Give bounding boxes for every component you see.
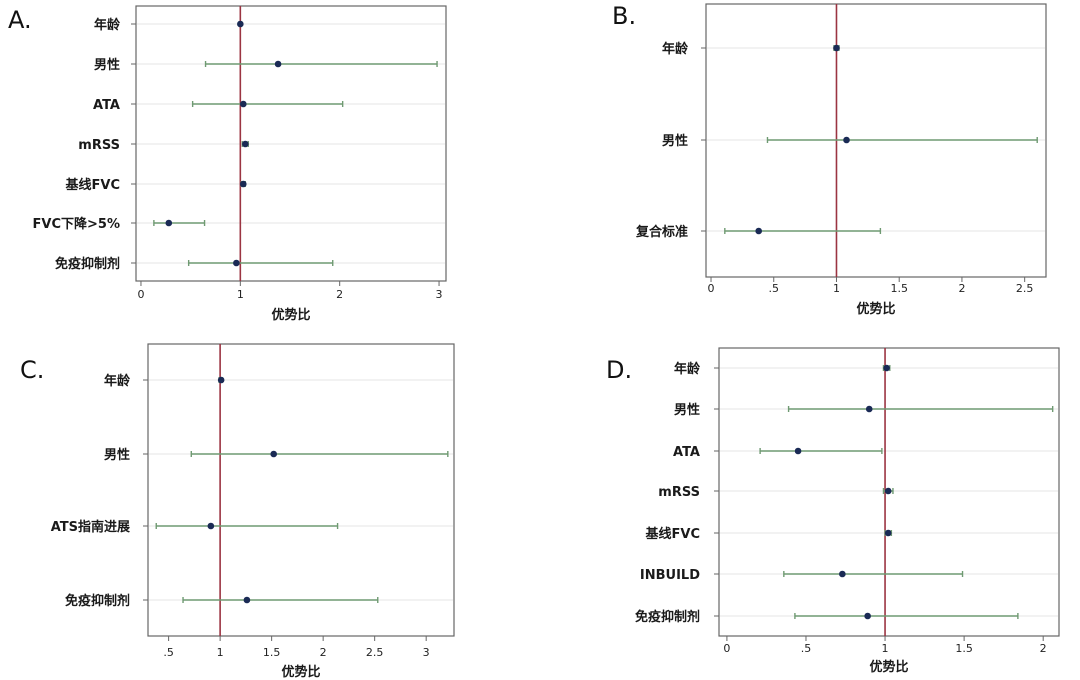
estimate-point xyxy=(883,364,890,372)
x-tick-label: 2 xyxy=(958,282,965,295)
x-axis-title: 优势比 xyxy=(281,664,320,680)
category-label: ATA xyxy=(93,98,120,113)
x-axis-title: 优势比 xyxy=(856,301,895,317)
x-tick-label: 2.5 xyxy=(1016,282,1034,295)
category-label: 基线FVC xyxy=(645,526,700,542)
category-label: 免疫抑制剂 xyxy=(635,609,700,625)
category-label: 男性 xyxy=(674,402,700,418)
x-tick-label: 1 xyxy=(217,646,224,659)
x-tick-label: 1 xyxy=(237,288,244,301)
category-label: 基线FVC xyxy=(65,177,120,193)
estimate-point xyxy=(240,100,247,108)
estimate-point xyxy=(240,180,247,188)
estimate-point xyxy=(241,140,249,148)
category-label: INBUILD xyxy=(640,568,700,583)
estimate-point xyxy=(237,20,244,28)
x-tick-label: 1 xyxy=(882,642,889,655)
category-label: 男性 xyxy=(104,447,130,463)
estimate-point xyxy=(270,450,277,458)
x-tick-label: 2 xyxy=(336,288,343,301)
category-label: 免疫抑制剂 xyxy=(65,593,130,609)
x-tick-label: 0 xyxy=(723,642,730,655)
estimate-point xyxy=(833,44,840,52)
estimate-point xyxy=(884,529,892,537)
x-tick-label: 2 xyxy=(320,646,327,659)
estimate-point xyxy=(864,612,871,620)
category-label: 年龄 xyxy=(94,17,121,33)
estimate-point xyxy=(217,376,225,384)
x-axis-title: 优势比 xyxy=(271,307,310,323)
category-label: mRSS xyxy=(658,485,700,500)
x-tick-label: .5 xyxy=(801,642,812,655)
panel-letter: A. xyxy=(8,6,32,34)
x-tick-label: 1 xyxy=(833,282,840,295)
category-label: ATA xyxy=(673,445,700,460)
plot-frame xyxy=(147,343,455,637)
panel-letter: B. xyxy=(612,2,636,30)
category-label: FVC下降>5% xyxy=(33,216,120,232)
x-tick-label: .5 xyxy=(768,282,779,295)
x-tick-label: 0 xyxy=(137,288,144,301)
estimate-point xyxy=(233,259,240,267)
estimate-point xyxy=(794,447,802,455)
x-tick-label: 1.5 xyxy=(263,646,281,659)
category-label: 年龄 xyxy=(104,373,131,389)
x-tick-label: .5 xyxy=(163,646,174,659)
category-label: 男性 xyxy=(94,57,120,73)
category-label: 年龄 xyxy=(662,41,689,57)
x-tick-label: 1.5 xyxy=(890,282,908,295)
category-label: 年龄 xyxy=(674,361,701,377)
estimate-point xyxy=(165,219,173,227)
estimate-point xyxy=(274,60,282,68)
estimate-point xyxy=(865,405,873,413)
category-label: ATS指南进展 xyxy=(51,519,131,535)
category-label: 复合标准 xyxy=(635,224,688,240)
x-axis-title: 优势比 xyxy=(869,659,908,675)
estimate-point xyxy=(243,596,251,604)
x-tick-label: 1.5 xyxy=(955,642,973,655)
estimate-point xyxy=(839,570,846,578)
panel-letter: D. xyxy=(606,356,632,384)
estimate-point xyxy=(755,227,762,235)
category-label: 男性 xyxy=(662,133,688,149)
category-label: mRSS xyxy=(78,138,120,153)
estimate-point xyxy=(884,487,892,495)
x-tick-label: 3 xyxy=(436,288,443,301)
x-tick-label: 3 xyxy=(423,646,430,659)
estimate-point xyxy=(207,522,215,530)
category-label: 免疫抑制剂 xyxy=(55,256,120,272)
x-tick-label: 2.5 xyxy=(366,646,384,659)
panel-letter: C. xyxy=(20,356,44,384)
x-tick-label: 2 xyxy=(1040,642,1047,655)
x-tick-label: 0 xyxy=(708,282,715,295)
estimate-point xyxy=(843,136,850,144)
